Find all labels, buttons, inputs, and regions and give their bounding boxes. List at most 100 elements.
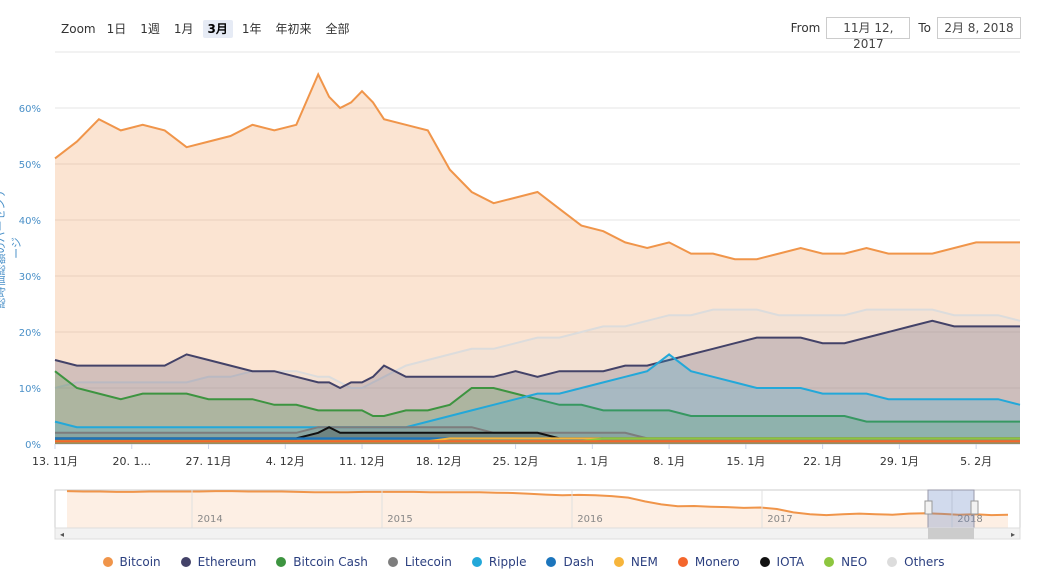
zoom-button[interactable]: 1週	[140, 22, 160, 36]
zoom-label: Zoom	[61, 21, 96, 36]
y-tick-label: 60%	[19, 104, 41, 115]
y-tick-label: 0%	[25, 440, 41, 451]
legend-label: Ripple	[488, 555, 527, 569]
market-dominance-chart: 0% 10% 20% 30% 40% 50% 60% 13. 11月 20. 1... 27. …	[19, 51, 1021, 540]
legend-marker	[677, 557, 688, 567]
legend-marker	[613, 557, 624, 567]
x-tick-label: 15. 1月	[726, 455, 765, 468]
x-tick-label: 1. 1月	[576, 455, 608, 468]
line-others	[54, 308, 1021, 389]
area-ripple	[55, 354, 1020, 444]
navigator-year-label: 2018	[957, 514, 982, 525]
legend-label: Bitcoin	[119, 555, 161, 569]
legend-label: Monero	[694, 555, 740, 569]
y-tick-label: 10%	[19, 384, 41, 395]
x-tick-label: 8. 1月	[653, 455, 685, 468]
legend-label: IOTA	[776, 555, 805, 569]
y-tick-label: 50%	[19, 160, 41, 171]
zoom-button[interactable]: 全部	[325, 22, 350, 36]
legend-item-iota[interactable]: IOTA	[759, 555, 805, 569]
legend-item-monero[interactable]: Monero	[677, 555, 740, 569]
legend-marker	[276, 557, 287, 567]
legend-marker	[887, 557, 898, 567]
zoom-button[interactable]: 3月	[202, 20, 233, 38]
navigator-handle[interactable]	[924, 500, 933, 515]
navigator-year-label: 2014	[197, 514, 222, 525]
legend-item-nem[interactable]: NEM	[613, 555, 658, 569]
legend-label: NEO	[841, 555, 868, 569]
navigator: 2014 2015 2016 2017 2018 ◂ ▸	[54, 489, 1021, 540]
y-axis-ticks: 0% 10% 20% 30% 40% 50% 60%	[19, 104, 41, 451]
legend-label: Litecoin	[404, 555, 452, 569]
x-tick-label: 11. 12月	[339, 455, 385, 468]
line-ripple	[54, 353, 1021, 429]
line-bitcoin	[54, 72, 1020, 261]
legend-marker	[546, 557, 557, 567]
area-bitcoin	[55, 74, 1020, 445]
legend-item-bitcoin-cash[interactable]: Bitcoin Cash	[276, 555, 368, 569]
legend-label: Others	[904, 555, 945, 569]
series-areas	[54, 72, 1021, 445]
navigator-selection[interactable]	[927, 489, 975, 529]
legend-item-bitcoin[interactable]: Bitcoin	[102, 555, 161, 569]
from-label: From	[790, 21, 821, 35]
scrollbar-thumb[interactable]	[928, 528, 974, 539]
y-tick-label: 40%	[19, 216, 41, 227]
from-date-input[interactable]: 11月 12, 2017	[826, 17, 911, 51]
date-range: From 11月 12, 2017 To 2月 8, 2018	[790, 17, 1021, 51]
to-date-input[interactable]: 2月 8, 2018	[937, 17, 1021, 39]
x-tick-label: 13. 11月	[32, 455, 78, 468]
x-axis-ticks: 13. 11月 20. 1... 27. 11月 4. 12月 11. 12月 18. 1…	[32, 444, 992, 468]
x-tick-label: 25. 12月	[493, 455, 539, 468]
legend-item-dash[interactable]: Dash	[546, 555, 594, 569]
grid-lines	[55, 51, 1020, 445]
legend-label: Bitcoin Cash	[293, 555, 368, 569]
x-tick-label: 5. 2月	[960, 455, 992, 468]
x-tick-label: 4. 12月	[266, 455, 305, 468]
legend-item-ethereum[interactable]: Ethereum	[180, 555, 257, 569]
area-bitcoin-cash	[55, 371, 1020, 444]
area-litecoin	[55, 427, 1020, 444]
zoom-button[interactable]: 年初来	[275, 22, 312, 36]
line-ethereum	[54, 319, 1020, 390]
navigator-area	[67, 491, 1008, 528]
navigator-year-label: 2016	[577, 514, 602, 525]
legend-item-ripple[interactable]: Ripple	[471, 555, 527, 569]
legend-item-neo[interactable]: NEO	[824, 555, 867, 569]
legend-marker	[824, 557, 835, 567]
zoom-button[interactable]: 1日	[106, 22, 127, 36]
legend-marker	[759, 557, 770, 567]
zoom-button[interactable]: 1月	[173, 22, 194, 36]
chart-toolbar: Zoom 1日 1週 1月 3月 1年 年初来 全部 From 11月 12, 2017 T…	[0, 0, 1047, 51]
zoom-selector: Zoom 1日 1週 1月 3月 1年 年初来 全部	[61, 20, 359, 38]
y-tick-label: 20%	[19, 328, 41, 339]
to-label: To	[918, 21, 931, 35]
navigator-handle[interactable]	[970, 500, 979, 515]
legend-marker	[180, 557, 191, 567]
scroll-left-arrow[interactable]: ◂	[60, 530, 64, 539]
navigator-line	[66, 490, 1009, 517]
legend-item-litecoin[interactable]: Litecoin	[387, 555, 452, 569]
line-bitcoin-cash	[54, 370, 1020, 423]
scrollbar-track[interactable]	[54, 527, 1021, 540]
legend-item-others[interactable]: Others	[887, 555, 944, 569]
legend-marker	[102, 557, 113, 567]
chart-legend: Bitcoin Ethereum Bitcoin Cash Litecoin Rippl…	[0, 552, 1047, 572]
scroll-right-arrow[interactable]: ▸	[1011, 530, 1015, 539]
x-tick-label: 29. 1月	[880, 455, 919, 468]
legend-label: NEM	[630, 555, 658, 569]
legend-label: Ethereum	[197, 555, 257, 569]
legend-label: Dash	[563, 555, 594, 569]
navigator-year-label: 2017	[767, 514, 792, 525]
legend-marker	[471, 557, 482, 567]
legend-marker	[387, 557, 398, 567]
y-tick-label: 30%	[19, 272, 41, 283]
area-iota	[55, 427, 1020, 444]
x-tick-label: 18. 12月	[416, 455, 462, 468]
area-ethereum	[55, 320, 1020, 444]
x-tick-label: 20. 1...	[113, 455, 151, 468]
x-tick-label: 22. 1月	[803, 455, 842, 468]
navigator-year-label: 2015	[387, 514, 412, 525]
zoom-button[interactable]: 1年	[241, 22, 262, 36]
x-tick-label: 27. 11月	[186, 455, 232, 468]
